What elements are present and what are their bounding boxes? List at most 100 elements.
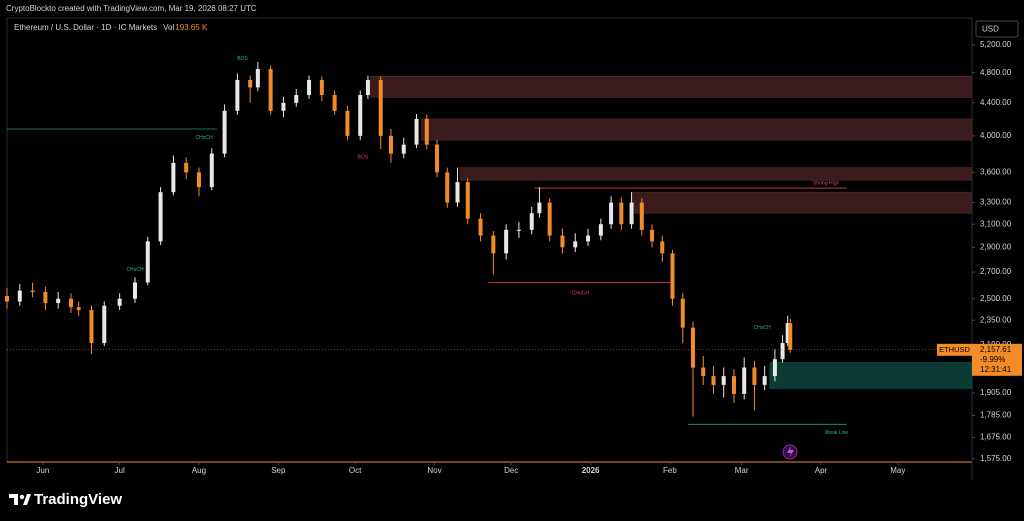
candle-body xyxy=(235,79,240,111)
footer-brand: TradingView xyxy=(34,491,122,508)
plot-layer: Strong High CHoCH Weak Low BOS CHoCH CHoCH BOS… xyxy=(5,56,973,436)
candle-body xyxy=(435,144,440,173)
x-tick-label: 2026 xyxy=(582,466,600,475)
candle-body xyxy=(424,118,429,145)
y-tick-label: 3,100.00 xyxy=(980,219,1012,228)
y-tick-label: 1,575.00 xyxy=(980,454,1012,463)
candle-body xyxy=(184,162,189,173)
candle-body xyxy=(76,307,81,311)
y-tick-label: 3,600.00 xyxy=(980,167,1012,176)
candle-body xyxy=(43,291,48,303)
candle-body xyxy=(560,235,565,248)
x-tick-label: Jun xyxy=(36,466,49,475)
candle-body xyxy=(102,305,107,344)
y-tick-label: 5,200.00 xyxy=(980,40,1012,49)
zone xyxy=(421,118,973,141)
candle-body xyxy=(586,235,591,242)
zone xyxy=(769,362,973,389)
y-tick-label: 2,700.00 xyxy=(980,267,1012,276)
annotation: CHoCH xyxy=(753,325,771,331)
candle-body xyxy=(547,202,552,236)
x-tick-label: Sep xyxy=(271,466,286,475)
x-tick-label: Feb xyxy=(663,466,677,475)
candle-body xyxy=(762,376,767,385)
candle-body xyxy=(248,79,253,88)
candle-body xyxy=(465,182,470,219)
y-tick-label: 1,675.00 xyxy=(980,433,1012,442)
candle-body xyxy=(780,343,785,360)
candle-body xyxy=(358,95,363,136)
y-tick-label: 4,800.00 xyxy=(980,68,1012,77)
candle-body xyxy=(701,367,706,377)
volume-label: Vol xyxy=(163,23,174,32)
logo-mark xyxy=(23,494,31,505)
candle-body xyxy=(89,310,94,344)
candle-body xyxy=(491,235,496,254)
x-tick-label: May xyxy=(890,466,905,475)
symbol-tag xyxy=(937,343,972,356)
candle-body xyxy=(222,110,227,154)
candle-body xyxy=(365,79,370,96)
candle-body xyxy=(401,144,406,154)
candle-body xyxy=(268,69,273,111)
y-tick-label: 3,300.00 xyxy=(980,198,1012,207)
annotation: Weak Low xyxy=(825,430,849,436)
candle-body xyxy=(281,102,286,111)
footer-logo: TradingView xyxy=(9,491,122,508)
candle-body xyxy=(455,182,460,203)
candle-body xyxy=(117,298,122,306)
candle-body xyxy=(772,359,777,377)
candle-body xyxy=(56,298,61,303)
annotation: CHoCH xyxy=(572,291,590,297)
zone xyxy=(459,167,973,181)
candle-body xyxy=(752,367,757,385)
annotation: Strong High xyxy=(813,180,840,186)
x-tick-label: Aug xyxy=(192,466,206,475)
candle-body xyxy=(731,376,736,394)
candle-body xyxy=(537,202,542,214)
y-tick-label: 4,000.00 xyxy=(980,131,1012,140)
candle-body xyxy=(785,323,790,344)
candle-body xyxy=(68,298,73,308)
symbol-tag-text: ETHUSD xyxy=(939,345,970,354)
x-tick-label: Jul xyxy=(115,466,125,475)
candle-body xyxy=(255,69,260,88)
candle-body xyxy=(332,95,337,111)
candle-body xyxy=(158,192,163,242)
candle-body xyxy=(414,118,419,145)
price-tag-change: -9.99% xyxy=(980,355,1005,364)
candle-body xyxy=(319,79,324,96)
price-tag-value: 2,157.61 xyxy=(980,345,1012,354)
x-tick-label: Oct xyxy=(349,466,362,475)
candle-body xyxy=(209,153,214,188)
candle-body xyxy=(345,110,350,136)
event-bolt xyxy=(787,446,794,458)
x-tick-label: Nov xyxy=(427,466,441,475)
currency: USD xyxy=(982,25,999,34)
y-tick-label: 1,905.00 xyxy=(980,388,1012,397)
candle-body xyxy=(132,282,137,299)
candle-body xyxy=(573,241,578,248)
candle-body xyxy=(609,202,614,225)
y-tick-label: 2,900.00 xyxy=(980,242,1012,251)
currency-box[interactable] xyxy=(975,20,1019,38)
candle-body xyxy=(516,229,521,231)
candle-body xyxy=(629,202,634,225)
attribution: CryptoBlockto created with TradingView.c… xyxy=(6,4,257,13)
candle-body xyxy=(680,298,685,328)
candle-body xyxy=(445,172,450,203)
price-tag xyxy=(972,343,1022,376)
candle-body xyxy=(307,79,312,96)
logo-mark xyxy=(9,494,18,505)
y-tick-label: 2,350.00 xyxy=(980,315,1012,324)
annotation: BOS xyxy=(237,56,248,62)
candle-body xyxy=(721,376,726,385)
annotation: BOS xyxy=(358,155,369,161)
candle-body xyxy=(196,172,201,188)
candle-body xyxy=(690,327,695,368)
candle-body xyxy=(639,202,644,230)
zone xyxy=(370,75,973,98)
candle-body xyxy=(30,290,35,292)
y-tick-label: 4,400.00 xyxy=(980,98,1012,107)
candle-body xyxy=(504,229,509,254)
